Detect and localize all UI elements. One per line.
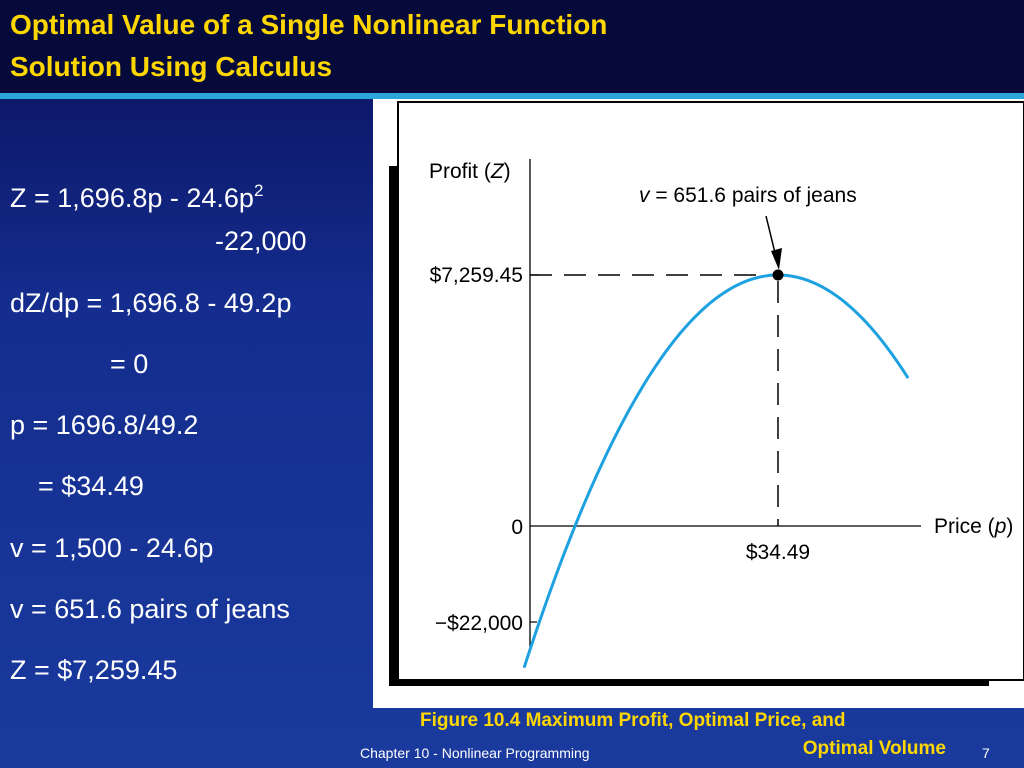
equation-derivative: dZ/dp = 1,696.8 - 49.2p (10, 288, 292, 318)
y-axis-label-prefix: Profit ( (429, 160, 491, 183)
optimum-annotation: v = 651.6 pairs of jeans (639, 184, 857, 207)
figure-caption-line-2: Optimal Volume (802, 738, 946, 759)
y-axis-label-suffix: ) (504, 160, 511, 183)
optimum-annotation-text: = 651.6 pairs of jeans (650, 184, 857, 207)
slide-footer: Chapter 10 - Nonlinear Programming (360, 745, 590, 761)
y-tick-label-max: $7,259.45 (430, 264, 523, 287)
page-number: 7 (982, 745, 990, 761)
equation-profit-constant: -22,000 (215, 226, 307, 256)
optimum-point (772, 269, 784, 281)
profit-curve (522, 273, 910, 669)
x-tick-label-optimum: $34.49 (746, 541, 810, 564)
figure-frame (397, 101, 1024, 681)
x-axis-label-variable: p (994, 515, 1007, 538)
y-tick-label-zero: 0 (511, 516, 523, 539)
y-axis-label: Profit (Z) (429, 160, 511, 183)
equation-profit-text: Z = 1,696.8p - 24.6p (10, 183, 254, 213)
equation-price: p = 1696.8/49.2 (10, 410, 199, 440)
equation-price-value: = $34.49 (38, 471, 144, 501)
equation-derivative-zero: = 0 (110, 349, 149, 379)
equation-profit-exponent: 2 (253, 181, 264, 200)
equation-volume-value: v = 651.6 pairs of jeans (10, 594, 290, 624)
annotation-arrow-head (771, 248, 782, 270)
slide-title-line-1: Optimal Value of a Single Nonlinear Func… (10, 9, 608, 40)
equation-profit: Z = 1,696.8p - 24.6p2 (10, 181, 264, 214)
profit-chart: Profit (Z) v = 651.6 pairs of jeans $7,2… (389, 101, 1024, 686)
x-axis-label-suffix: ) (1006, 515, 1013, 538)
figure-frame-left-shadow (389, 166, 399, 686)
slide-title-line-2: Solution Using Calculus (10, 51, 333, 82)
title-rule (0, 93, 1024, 99)
x-axis-label: Price (p) (934, 515, 1013, 538)
y-tick-label-min: −$22,000 (435, 612, 523, 635)
equation-profit-value: Z = $7,259.45 (10, 655, 178, 685)
title-band (0, 0, 1024, 93)
figure-caption-line-1: Figure 10.4 Maximum Profit, Optimal Pric… (420, 710, 846, 731)
figure-panel: Profit (Z) v = 651.6 pairs of jeans $7,2… (373, 99, 1024, 708)
optimum-annotation-variable: v (639, 184, 651, 207)
equation-volume: v = 1,500 - 24.6p (10, 533, 214, 563)
x-axis-label-prefix: Price ( (934, 515, 995, 538)
y-axis-label-variable: Z (490, 160, 505, 183)
